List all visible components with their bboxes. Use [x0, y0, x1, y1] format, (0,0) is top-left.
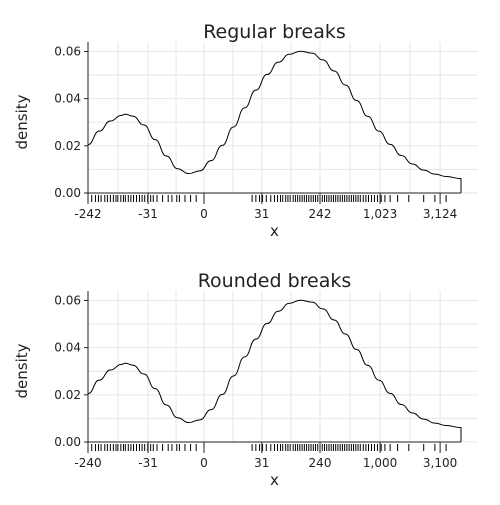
- y-tick-label: 0.00: [54, 186, 81, 200]
- x-axis-title: x: [270, 471, 279, 489]
- y-tick-label: 0.02: [54, 139, 81, 153]
- y-axis-title: density: [13, 343, 31, 398]
- x-tick-label: 240: [309, 456, 332, 470]
- x-tick-label: 3,100: [423, 456, 457, 470]
- x-tick-label: -31: [138, 207, 158, 221]
- chart-panel-rounded-breaks: Rounded breaks density x 0.00 0.02 0.04 0.0…: [13, 270, 478, 489]
- x-tick-label: 0: [200, 456, 208, 470]
- x-tick-label: 31: [254, 207, 269, 221]
- density-curve: [87, 50, 462, 193]
- y-tick-label: 0.00: [54, 435, 81, 449]
- x-tick-label: 3,124: [423, 207, 457, 221]
- x-tick-label: -31: [138, 456, 158, 470]
- x-tick-label: 242: [309, 207, 332, 221]
- chart-title: Rounded breaks: [198, 270, 352, 292]
- grid: [87, 291, 478, 443]
- density-curve: [87, 299, 462, 442]
- x-tick-label: -240: [74, 456, 101, 470]
- y-tick-label: 0.04: [54, 341, 81, 355]
- x-tick-label: 1,000: [363, 456, 397, 470]
- chart-panel-regular-breaks: Regular breaks density x 0.00 0.02 0.04 0.0…: [13, 21, 478, 240]
- y-axis-title: density: [13, 94, 31, 149]
- y-tick-label: 0.06: [54, 293, 81, 307]
- y-tick-label: 0.02: [54, 388, 81, 402]
- x-tick-label: 31: [254, 456, 269, 470]
- x-tick-label: 1,023: [363, 207, 397, 221]
- grid: [87, 42, 478, 194]
- x-tick-label: -242: [74, 207, 101, 221]
- x-axis-title: x: [270, 222, 279, 240]
- y-tick-label: 0.04: [54, 92, 81, 106]
- x-tick-label: 0: [200, 207, 208, 221]
- rug-marks: [91, 195, 447, 202]
- rug-marks: [91, 444, 447, 451]
- chart-title: Regular breaks: [203, 21, 346, 43]
- y-tick-label: 0.06: [54, 44, 81, 58]
